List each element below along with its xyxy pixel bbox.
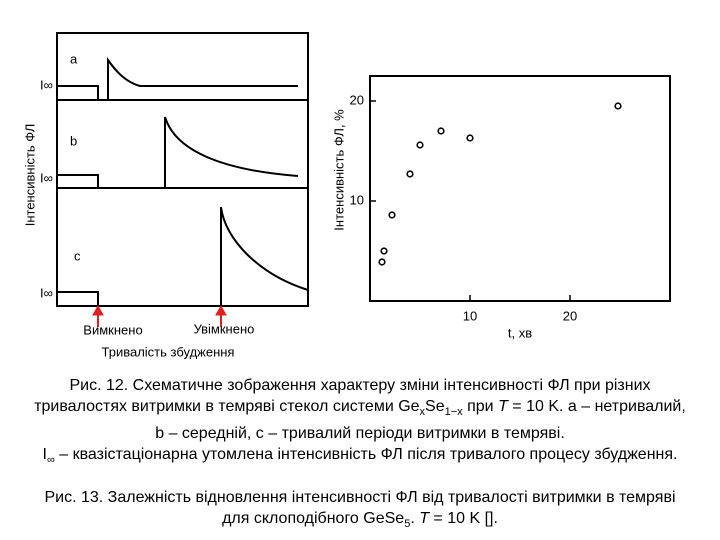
- caption-text: = 10 K. a – нетривалий, b – середній, c …: [155, 398, 686, 443]
- arrows: [92, 304, 227, 327]
- panel-label: a: [70, 51, 78, 66]
- caption-sub: ∞: [46, 454, 55, 467]
- level-label: I∞: [40, 170, 53, 185]
- point: [378, 258, 386, 266]
- x-axis-title: t, хв: [508, 325, 532, 340]
- caption-text: Рис. 13. Залежність відновлення інтенсив…: [44, 489, 676, 527]
- panel-label: c: [74, 248, 81, 263]
- caption-sub: 5: [404, 518, 411, 531]
- caption-sub: x: [419, 406, 426, 419]
- plot-frame: [369, 75, 671, 302]
- caption-sub: 1−x: [444, 406, 463, 419]
- caption-text: .: [410, 510, 420, 527]
- curve-c: [57, 206, 309, 307]
- point: [437, 127, 445, 135]
- point: [416, 141, 424, 149]
- y-tick-label: 20: [350, 92, 364, 107]
- arrow-head: [92, 304, 104, 316]
- caption-text: при: [462, 398, 499, 415]
- x-tick-label: 20: [563, 308, 577, 323]
- panel-label: b: [70, 133, 77, 148]
- level-label: I∞: [40, 285, 53, 300]
- caption-12: Рис. 12. Схематичне зображення характеру…: [30, 375, 690, 471]
- curve-b: [57, 116, 299, 189]
- arrow-head: [215, 304, 227, 316]
- caption-13: Рис. 13. Залежність відновлення інтенсив…: [30, 487, 690, 535]
- figures: a b c I∞ I∞ I∞ Інтенсивність ФЛ Вимкнено…: [22, 32, 671, 359]
- x-tick-label: 10: [463, 308, 477, 323]
- level-label: I∞: [40, 77, 53, 92]
- caption-italic: T: [498, 398, 508, 415]
- caption-text: Se: [425, 398, 445, 415]
- y-axis-title: Інтенсивність ФЛ, %: [331, 109, 346, 231]
- point: [406, 170, 414, 178]
- caption-italic: T: [419, 510, 429, 527]
- point: [380, 247, 388, 255]
- point: [388, 211, 396, 219]
- x-label: Тривалість збудження: [102, 344, 235, 359]
- caption-text: = 10 K [].: [428, 510, 498, 527]
- caption-text: I: [42, 446, 47, 464]
- on-label: Увімкнено: [194, 321, 255, 336]
- schematic: [56, 32, 309, 307]
- point: [614, 102, 622, 110]
- point: [466, 134, 474, 142]
- caption-text: – квазістаціонарна утомлена інтенсивніст…: [54, 446, 678, 464]
- y-tick-label: 10: [350, 192, 364, 207]
- off-label: Вимкнено: [83, 322, 142, 337]
- caption-text: Рис. 12. Схематичне зображення характеру…: [34, 377, 651, 415]
- frame: [56, 32, 309, 307]
- y-label: Інтенсивність ФЛ: [22, 124, 37, 227]
- curve-a: [57, 56, 298, 101]
